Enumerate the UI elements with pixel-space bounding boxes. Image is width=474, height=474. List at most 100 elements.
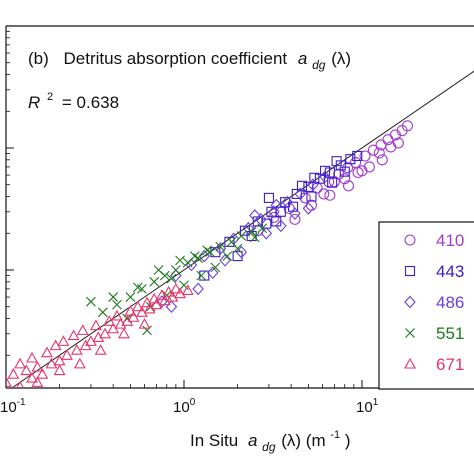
- point-443: [345, 154, 356, 165]
- point-671: [57, 335, 70, 346]
- point-486: [260, 226, 273, 240]
- point-671: [131, 300, 144, 312]
- point-671: [26, 371, 38, 383]
- point-551: [132, 282, 143, 293]
- point-551: [153, 265, 164, 275]
- point-551: [86, 296, 96, 307]
- point-551: [232, 243, 243, 254]
- series-410: [252, 120, 413, 237]
- point-671: [41, 346, 53, 358]
- x-tick-label-1: 100: [173, 397, 196, 416]
- point-671: [111, 309, 123, 321]
- point-551: [202, 245, 213, 256]
- point-671: [36, 368, 49, 379]
- point-671: [61, 349, 73, 360]
- point-551: [215, 241, 226, 252]
- title-suffix: (λ): [331, 49, 351, 68]
- point-671: [150, 298, 163, 310]
- xlabel-close: ): [345, 431, 351, 450]
- legend-marker-486: [404, 295, 416, 309]
- point-551: [205, 247, 215, 258]
- point-671: [6, 376, 12, 387]
- point-551: [108, 292, 119, 302]
- point-410: [289, 213, 301, 225]
- point-410: [376, 154, 388, 166]
- point-671: [76, 324, 89, 335]
- series-551: [86, 223, 268, 336]
- xlabel-subscript: dg: [262, 440, 276, 454]
- series-443: [199, 150, 363, 281]
- point-486: [302, 202, 315, 215]
- point-410: [318, 188, 330, 200]
- point-443: [352, 150, 363, 162]
- point-671: [155, 289, 168, 300]
- x-tick-labels: 10-1 100 10 1: [0, 397, 379, 416]
- r2-exponent: 2: [47, 91, 53, 103]
- series-486: [156, 170, 331, 314]
- point-443: [303, 181, 314, 192]
- r2-value: = 0.638: [62, 93, 119, 112]
- point-443: [309, 172, 320, 183]
- point-671: [169, 282, 182, 294]
- point-486: [281, 195, 293, 209]
- point-671: [89, 319, 102, 331]
- point-443: [314, 173, 325, 184]
- point-486: [275, 219, 287, 233]
- series-671: [6, 282, 194, 388]
- point-410: [401, 120, 413, 132]
- point-671: [135, 306, 148, 317]
- point-443: [306, 191, 317, 202]
- point-410: [356, 165, 368, 177]
- point-671: [7, 368, 20, 379]
- point-486: [192, 282, 204, 296]
- point-671: [118, 327, 130, 339]
- title-symbol: a: [298, 49, 307, 68]
- point-443: [331, 156, 342, 167]
- title-subscript: dg: [312, 58, 326, 72]
- legend-marker-410: [404, 234, 416, 246]
- point-443: [291, 188, 302, 200]
- point-486: [235, 245, 248, 259]
- point-410: [299, 192, 311, 204]
- point-671: [70, 344, 83, 355]
- point-443: [210, 247, 221, 258]
- legend-box: [378, 221, 474, 390]
- point-486: [219, 254, 231, 267]
- point-410: [359, 150, 371, 162]
- point-486: [319, 170, 331, 184]
- point-410: [324, 189, 336, 201]
- point-671: [138, 317, 151, 329]
- point-486: [249, 209, 261, 222]
- x-tick-exp: 1: [373, 397, 379, 408]
- point-443: [263, 192, 274, 203]
- legend-label-486: 486: [436, 293, 464, 312]
- r-squared-label: R 2 = 0.638: [28, 85, 119, 112]
- point-551: [179, 280, 189, 291]
- chart-title: (b) Detritus absorption coefficient a dg…: [28, 49, 351, 73]
- xlabel-symbol: a: [248, 431, 257, 450]
- point-551: [189, 251, 200, 261]
- point-551: [142, 325, 152, 336]
- point-551: [125, 292, 136, 302]
- point-671: [181, 284, 194, 295]
- point-671: [31, 360, 44, 372]
- r2-symbol: R: [28, 93, 40, 112]
- point-551: [149, 276, 160, 287]
- point-671: [103, 315, 116, 326]
- point-443: [319, 165, 331, 176]
- point-671: [16, 380, 25, 388]
- point-551: [222, 251, 233, 261]
- x-tick-label-0.1: 10-1: [0, 397, 26, 416]
- point-410: [342, 180, 355, 192]
- point-671: [45, 357, 58, 369]
- one-to-one-line: [10, 70, 474, 388]
- point-671: [53, 364, 66, 376]
- one-to-one-line-group: [10, 70, 474, 388]
- x-tick-base: 10: [0, 399, 17, 416]
- point-443: [275, 206, 286, 217]
- xlabel-prefix: In Situ: [190, 431, 238, 450]
- point-486: [307, 178, 319, 192]
- point-671: [20, 364, 33, 376]
- point-551: [175, 255, 185, 266]
